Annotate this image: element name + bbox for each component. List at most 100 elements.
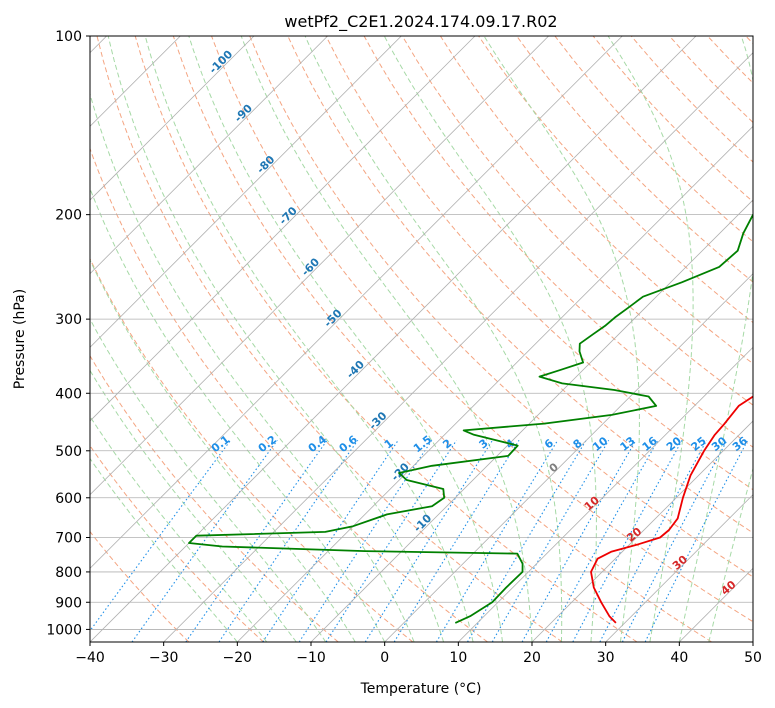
isotherms [90, 36, 753, 642]
mixing-ratio-line [521, 440, 637, 642]
dry-adiabat-line [439, 36, 753, 365]
mixing-ratio-line [491, 440, 610, 642]
x-tick-label: 30 [597, 650, 615, 666]
x-tick-label: −10 [296, 650, 326, 666]
isotherm-line [90, 36, 255, 201]
dry-adiabat-label: -40 [344, 358, 367, 381]
isotherm-line [605, 494, 753, 642]
dry-adiabat-label: -90 [232, 101, 255, 124]
isotherm-line [679, 567, 753, 642]
mixing-ratio-line [545, 440, 659, 642]
pressure-gridlines [90, 36, 753, 630]
mixing-ratio-line [572, 440, 683, 642]
isotherm-line [237, 125, 753, 642]
isotherm-line [90, 36, 402, 348]
dry-adiabat-line [172, 36, 712, 642]
mixing-ratio-label: 6 [542, 436, 556, 451]
y-tick-label: 100 [55, 29, 82, 45]
x-axis-label: Temperature (°C) [360, 681, 482, 697]
mixing-ratio-line [325, 439, 457, 642]
dry-adiabat-line [592, 36, 753, 203]
mixing-ratio-label: 0.2 [256, 433, 279, 455]
dry-adiabat-line [90, 444, 264, 642]
moist-adiabat-line [607, 36, 694, 642]
dry-adiabat-line [211, 36, 753, 623]
moist-adiabat-label: 40 [718, 578, 738, 598]
x-tick-label: −40 [75, 650, 105, 666]
moist-adiabat-line [90, 415, 268, 642]
mixing-ratio-label: 0.6 [337, 433, 361, 455]
dry-adiabat-line [669, 36, 753, 124]
mixing-ratio-line [599, 440, 708, 642]
mixing-ratio-line [185, 439, 328, 642]
isotherm-line [531, 420, 753, 642]
moist-adiabat-line [240, 36, 533, 642]
moist-adiabat-line [708, 466, 753, 642]
x-tick-label: 20 [523, 650, 541, 666]
dry-adiabat-line [478, 36, 753, 324]
dry-adiabats [90, 36, 753, 642]
plot-area: 0.1 0.2 0.4 0.6 1 1.5 2 3 4 6 8 10 13 16 20 25 30 36-100-… [90, 36, 753, 642]
moist-adiabat-label: 10 [582, 493, 602, 513]
dry-adiabat-line [745, 36, 753, 45]
moist-adiabat-line [304, 36, 563, 642]
moist-adiabat-line [678, 36, 753, 642]
y-tick-label: 400 [55, 386, 82, 402]
y-tick-label: 900 [55, 595, 82, 611]
moist-adiabats [90, 36, 753, 642]
isotherm-line [90, 36, 328, 275]
isotherm-line [90, 36, 549, 496]
moist-adiabat-line [383, 36, 597, 642]
x-tick-label: 50 [744, 650, 762, 666]
isotherm-line [458, 346, 753, 642]
plot-frame [89, 35, 754, 643]
moist-adiabat-line [107, 36, 445, 642]
dry-adiabat-label: -100 [207, 48, 236, 77]
mixing-ratio-label: 1.5 [411, 433, 434, 455]
y-tick-label: 800 [55, 565, 82, 581]
dry-adiabat-line [96, 36, 563, 642]
dry-adiabat-line [401, 36, 753, 406]
mixing-ratio-line [435, 440, 559, 642]
moist-adiabat-line [483, 36, 640, 642]
dry-adiabat-label: -30 [366, 409, 389, 432]
dry-adiabat-line [325, 36, 753, 491]
dry-adiabat-label: -80 [254, 153, 277, 176]
y-axis-label: Pressure (hPa) [12, 289, 28, 389]
mixing-ratio-label: 1 [382, 437, 396, 452]
mixing-ratio-line [131, 439, 278, 642]
dry-adiabat-line [363, 36, 753, 448]
x-tick-label: −20 [223, 650, 253, 666]
x-tick-label: 0 [380, 650, 389, 666]
dry-adiabat-line [90, 530, 190, 642]
moist-adiabat-line [90, 457, 238, 642]
dry-adiabat-line [90, 354, 339, 642]
y-tick-label: 500 [55, 444, 82, 460]
mixing-ratio-line [467, 440, 587, 642]
dry-adiabat-line [707, 36, 753, 84]
chart-title: wetPf2_C2E1.2024.174.09.17.R02 [284, 12, 557, 32]
dry-adiabat-line [90, 147, 488, 642]
dry-adiabat-label: -10 [411, 511, 434, 534]
dewpoint-profile-line [188, 213, 753, 624]
dry-adiabat-label: -50 [321, 306, 344, 329]
y-tick-label: 700 [55, 531, 82, 547]
isotherm-line [752, 641, 753, 642]
mixing-ratio-line [262, 439, 399, 642]
profile-series [188, 213, 753, 624]
moist-adiabat-line [90, 258, 356, 642]
x-tick-label: 40 [670, 650, 688, 666]
moist-adiabat-line [90, 187, 386, 642]
y-tick-label: 200 [55, 208, 82, 224]
dry-adiabat-label: -60 [299, 255, 322, 278]
isotherm-line [384, 273, 753, 642]
x-tick-label: −30 [149, 650, 179, 666]
dry-adiabat-line [249, 36, 753, 578]
y-axis-ticks: 100 200 300 400 500 600 700 800 900 1000 [46, 29, 90, 638]
moist-adiabat-label: 20 [624, 525, 644, 545]
isotherm-line [90, 36, 476, 422]
y-tick-label: 1000 [46, 622, 82, 638]
moist-adiabat-line [144, 36, 474, 642]
moist-adiabat-line [90, 318, 327, 642]
